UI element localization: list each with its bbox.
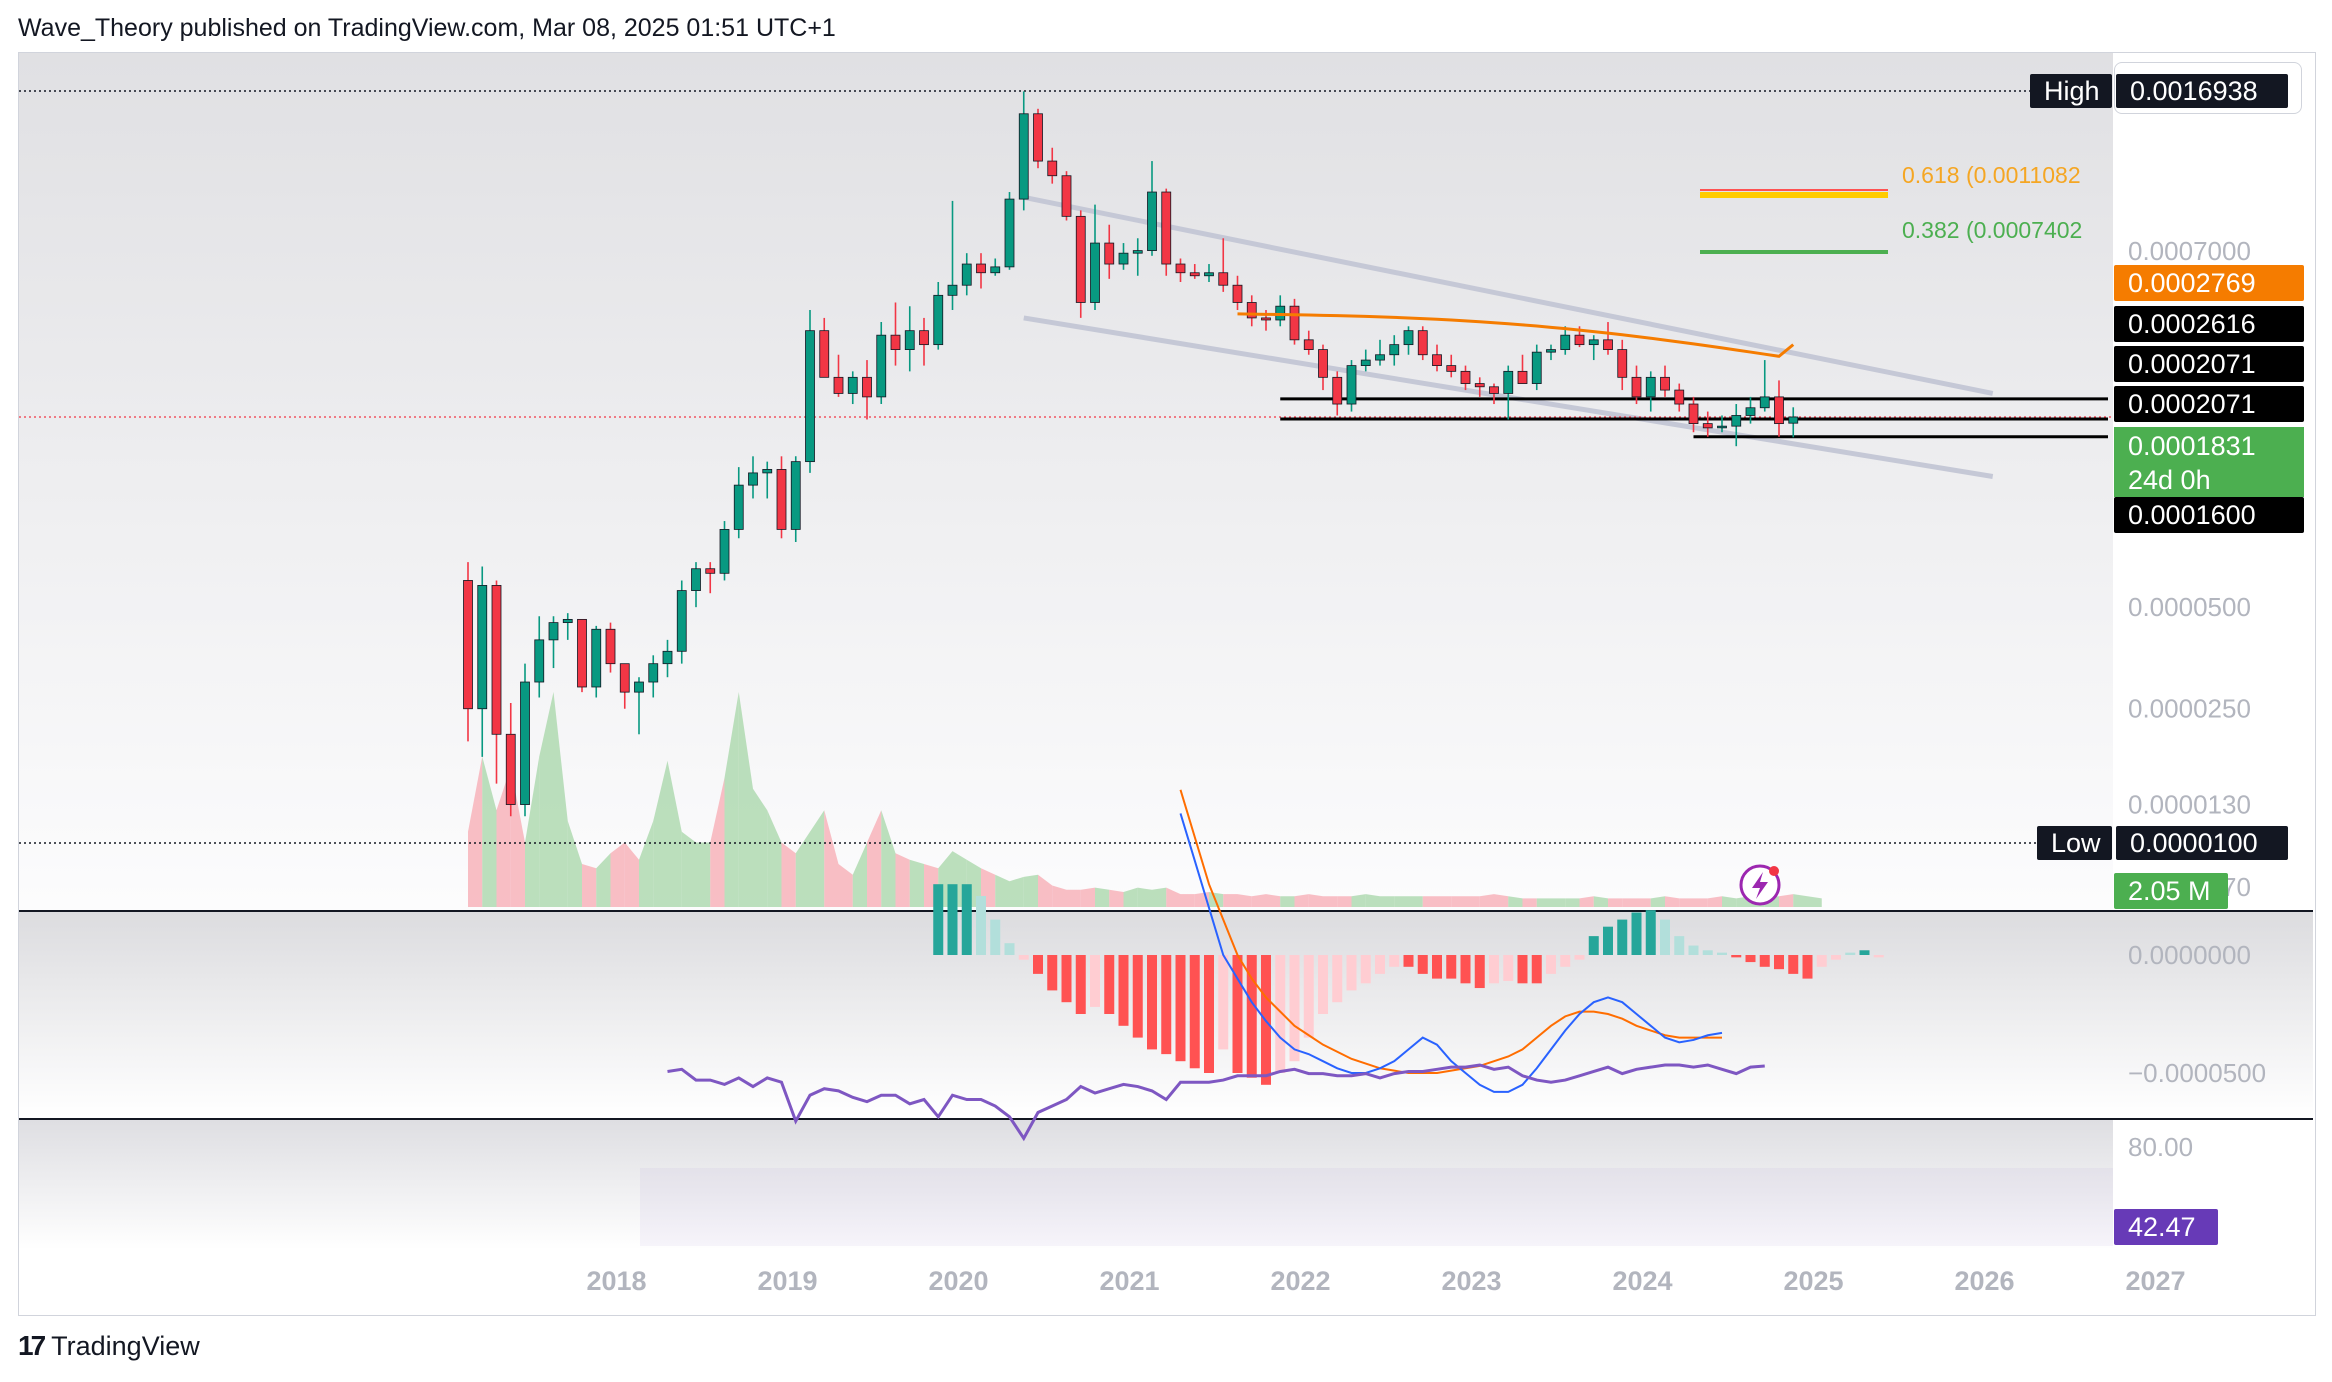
legend-low-label: L xyxy=(769,70,784,98)
legend-close-label: C xyxy=(922,70,941,98)
chart-frame xyxy=(18,52,2316,1316)
symbol-legend: ChainLink / Bitcoin · 1M · BINANCE O0.00… xyxy=(36,70,1322,99)
legend-low-value: 0.0001594 xyxy=(783,70,902,98)
publisher-line: Wave_Theory published on TradingView.com… xyxy=(18,14,836,42)
legend-symbol: ChainLink / Bitcoin · 1M · BINANCE xyxy=(36,70,434,98)
legend-open-value: 0.0001755 xyxy=(473,70,592,98)
legend-change: +0.0000077 (+4.39%) xyxy=(1079,70,1322,98)
tradingview-logo[interactable]: 17 TradingView xyxy=(18,1330,200,1362)
tradingview-mark-icon: 17 xyxy=(18,1330,46,1361)
legend-close-value: 0.0001831 xyxy=(940,70,1059,98)
legend-high-value: 0.0001956 xyxy=(630,70,749,98)
tradingview-brand: TradingView xyxy=(51,1330,200,1361)
currency-button[interactable]: BTC xyxy=(2114,62,2302,114)
legend-open-label: O xyxy=(454,70,474,98)
legend-high-label: H xyxy=(612,70,631,98)
